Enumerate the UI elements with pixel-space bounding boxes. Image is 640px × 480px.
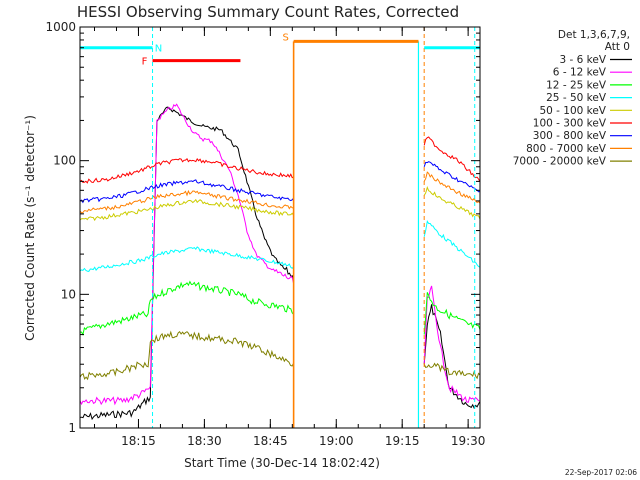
y-tick-label-3: 100 [53, 154, 76, 168]
series-line-2 [79, 103, 481, 406]
y-tick-label-4: 1000 [45, 20, 76, 34]
legend-header-line-2: Att 0 [605, 41, 630, 53]
x-tick-label-6: 19:30 [451, 434, 486, 448]
legend-label-1: 3 - 6 keV [559, 54, 606, 66]
chart-title: HESSI Observing Summary Count Rates, Cor… [77, 3, 459, 21]
y-ticks: 1 10 100 1000 [45, 20, 480, 435]
legend-label-8: 800 - 7000 keV [526, 143, 607, 155]
series-line-7 [79, 161, 481, 204]
series-line-9 [79, 330, 481, 381]
y-tick-label-2: 10 [61, 287, 76, 301]
plot-frame [79, 26, 481, 429]
x-tick-label-4: 19:00 [319, 434, 354, 448]
legend-header-line-1: Det 1,3,6,7,9, [558, 29, 630, 41]
y-tick-label-1: 1 [68, 421, 76, 435]
x-ticks: 18:15 18:30 18:45 19:00 19:15 19:30 [94, 27, 486, 448]
legend-label-2: 6 - 12 keV [553, 67, 607, 79]
legend-label-7: 300 - 800 keV [533, 130, 607, 142]
series-line-3 [79, 280, 481, 336]
y-axis-label: Corrected Count Rate (s⁻¹ detector⁻¹) [23, 115, 37, 341]
plot-area: NF S [79, 26, 481, 429]
x-tick-label-3: 18:45 [253, 434, 288, 448]
series-line-5 [79, 186, 481, 222]
flag-label-n: N [155, 44, 162, 55]
legend-label-6: 100 - 300 keV [533, 118, 607, 130]
legend-label-4: 25 - 50 keV [546, 92, 607, 104]
flag-label-f: F [142, 57, 148, 68]
series-line-6 [79, 136, 481, 184]
x-tick-label-2: 18:30 [187, 434, 222, 448]
x-tick-label-1: 18:15 [121, 434, 156, 448]
legend-label-3: 12 - 25 keV [546, 79, 607, 91]
series-line-4 [79, 219, 481, 272]
x-tick-label-5: 19:15 [385, 434, 420, 448]
date-stamp: 22-Sep-2017 02:06 [565, 468, 637, 477]
legend-label-9: 7000 - 20000 keV [513, 156, 607, 168]
series-line-8 [79, 171, 481, 214]
x-axis-label: Start Time (30-Dec-14 18:02:42) [184, 456, 380, 470]
legend-label-5: 50 - 100 keV [539, 105, 606, 117]
flag-label-s: S [282, 32, 288, 43]
